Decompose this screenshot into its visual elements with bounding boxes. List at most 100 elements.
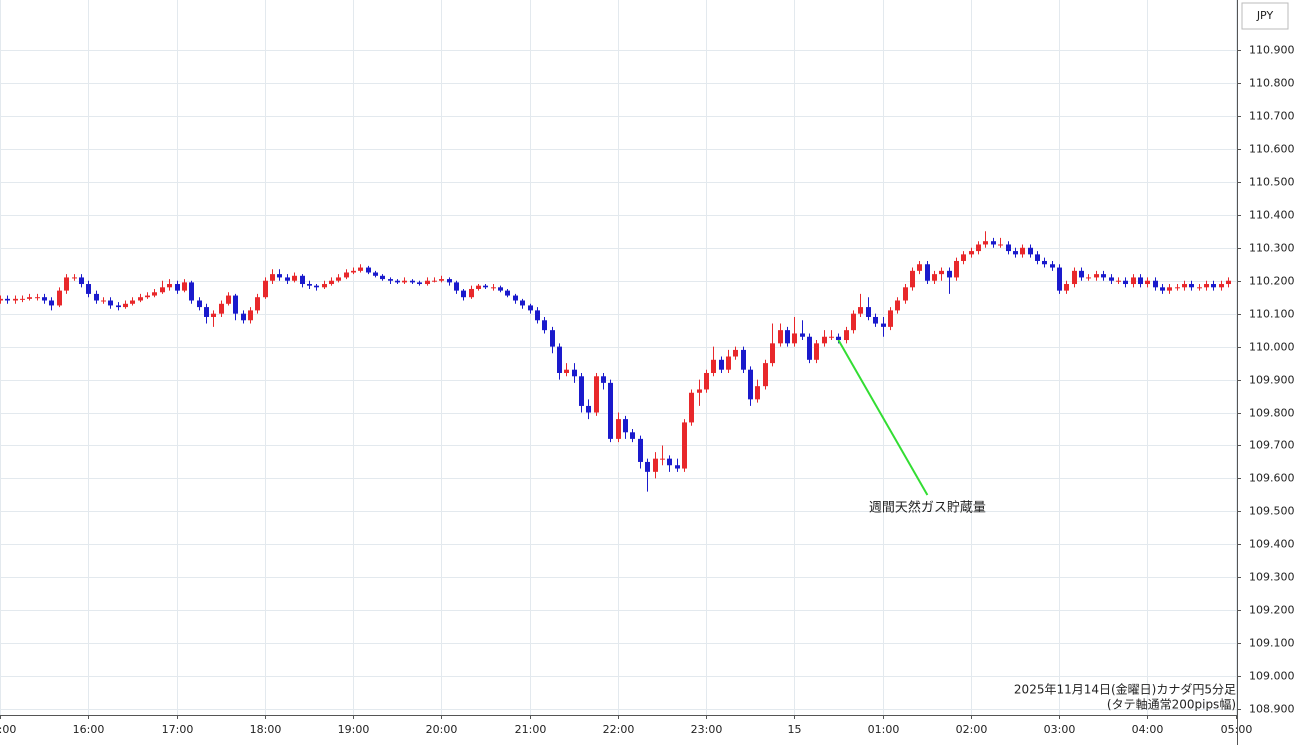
candle-body (211, 313, 216, 317)
candle-body (851, 313, 856, 331)
candle-body (491, 287, 496, 289)
candle-body (858, 307, 863, 314)
candle-body (711, 359, 716, 373)
candle-body (844, 330, 849, 341)
candle-body (175, 284, 180, 291)
unit-box (1241, 2, 1289, 30)
candle-body (667, 458, 672, 466)
candle-body (72, 277, 77, 279)
candle-body (1145, 280, 1150, 285)
candle-body (425, 280, 430, 285)
candle-body (447, 279, 452, 283)
candle-body (1153, 280, 1158, 288)
candle-body (1189, 284, 1194, 288)
y-tick-label: 108.900 (1249, 703, 1295, 716)
y-tick-label: 109.800 (1249, 407, 1295, 420)
y-tick-label: 110.500 (1249, 176, 1295, 189)
grid (0, 0, 1237, 715)
x-tick-label: 03:00 (1044, 723, 1076, 736)
candle-body (697, 389, 702, 393)
candle-body (388, 279, 393, 281)
candle-body (535, 310, 540, 321)
candle-body (1204, 284, 1209, 288)
x-tick-label: 23:00 (691, 723, 723, 736)
candle-body (1072, 270, 1077, 285)
candle-body (719, 359, 724, 370)
candle-body (564, 369, 569, 373)
candle-body (961, 254, 966, 261)
candle-body (572, 369, 577, 377)
candle-body (123, 303, 128, 308)
candle-body (1028, 247, 1033, 255)
candle-body (682, 422, 687, 469)
candle-body (0, 298, 3, 301)
candle-body (542, 320, 547, 331)
x-tick-label: 18:00 (250, 723, 282, 736)
y-tick-label: 110.300 (1249, 242, 1295, 255)
candle-body (241, 313, 246, 321)
candle-body (807, 336, 812, 360)
candle-body (182, 282, 187, 291)
candle-body (814, 343, 819, 360)
candle-body (116, 305, 121, 308)
candle-body (197, 300, 202, 308)
candle-body (417, 282, 422, 285)
candle-body (226, 295, 231, 304)
candle-body (432, 280, 437, 282)
candle-body (410, 280, 415, 283)
unit-label: JPY (1256, 9, 1274, 22)
y-tick-label: 109.500 (1249, 505, 1295, 518)
candle-body (255, 297, 260, 311)
candle-body (1123, 280, 1128, 285)
candle-body (704, 372, 709, 390)
candle-body (748, 369, 753, 400)
y-tick-label: 109.400 (1249, 538, 1295, 551)
candle-body (675, 465, 680, 469)
candle-body (608, 382, 613, 439)
x-tick-label: 21:00 (515, 723, 547, 736)
candle-body (469, 288, 474, 298)
candle-body (138, 297, 143, 301)
candle-body (1138, 277, 1143, 285)
candle-body (351, 270, 356, 273)
candle-body (1116, 280, 1121, 282)
candle-body (1064, 284, 1069, 291)
candle-body (770, 343, 775, 364)
candle-body (689, 392, 694, 423)
candle-body (314, 285, 319, 288)
candle-body (86, 284, 91, 294)
candle-body (483, 285, 488, 288)
candle-body (219, 303, 224, 314)
candle-body (792, 333, 797, 344)
candle-body (1035, 254, 1040, 261)
candle-body (1109, 277, 1114, 281)
candle-body (307, 284, 312, 286)
candle-body (939, 270, 944, 275)
candle-body (1175, 287, 1180, 289)
candle-body (263, 280, 268, 298)
candle-body (917, 264, 922, 271)
candle-body (454, 282, 459, 291)
candle-body (520, 300, 525, 306)
candle-body (630, 432, 635, 439)
candle-body (1160, 287, 1165, 291)
caption: 2025年11月14日(金曜日)カナダ円5分足 (1014, 682, 1236, 697)
candle-body (1219, 284, 1224, 288)
x-tick-label: 02:00 (956, 723, 988, 736)
caption: (タテ軸通常200pips幅) (1107, 697, 1236, 712)
candle-body (300, 275, 305, 285)
y-tick-label: 109.900 (1249, 374, 1295, 387)
x-tick-label: 20:00 (426, 723, 458, 736)
candle-body (476, 285, 481, 289)
y-tick-label: 110.900 (1249, 44, 1295, 57)
candle-body (322, 284, 327, 288)
candle-body (1167, 287, 1172, 291)
y-tick-label: 109.100 (1249, 637, 1295, 650)
y-tick-label: 110.800 (1249, 77, 1295, 90)
candle-body (94, 293, 99, 301)
y-tick-label: 110.000 (1249, 341, 1295, 354)
candle-body (277, 274, 282, 278)
candle-body (998, 244, 1003, 246)
